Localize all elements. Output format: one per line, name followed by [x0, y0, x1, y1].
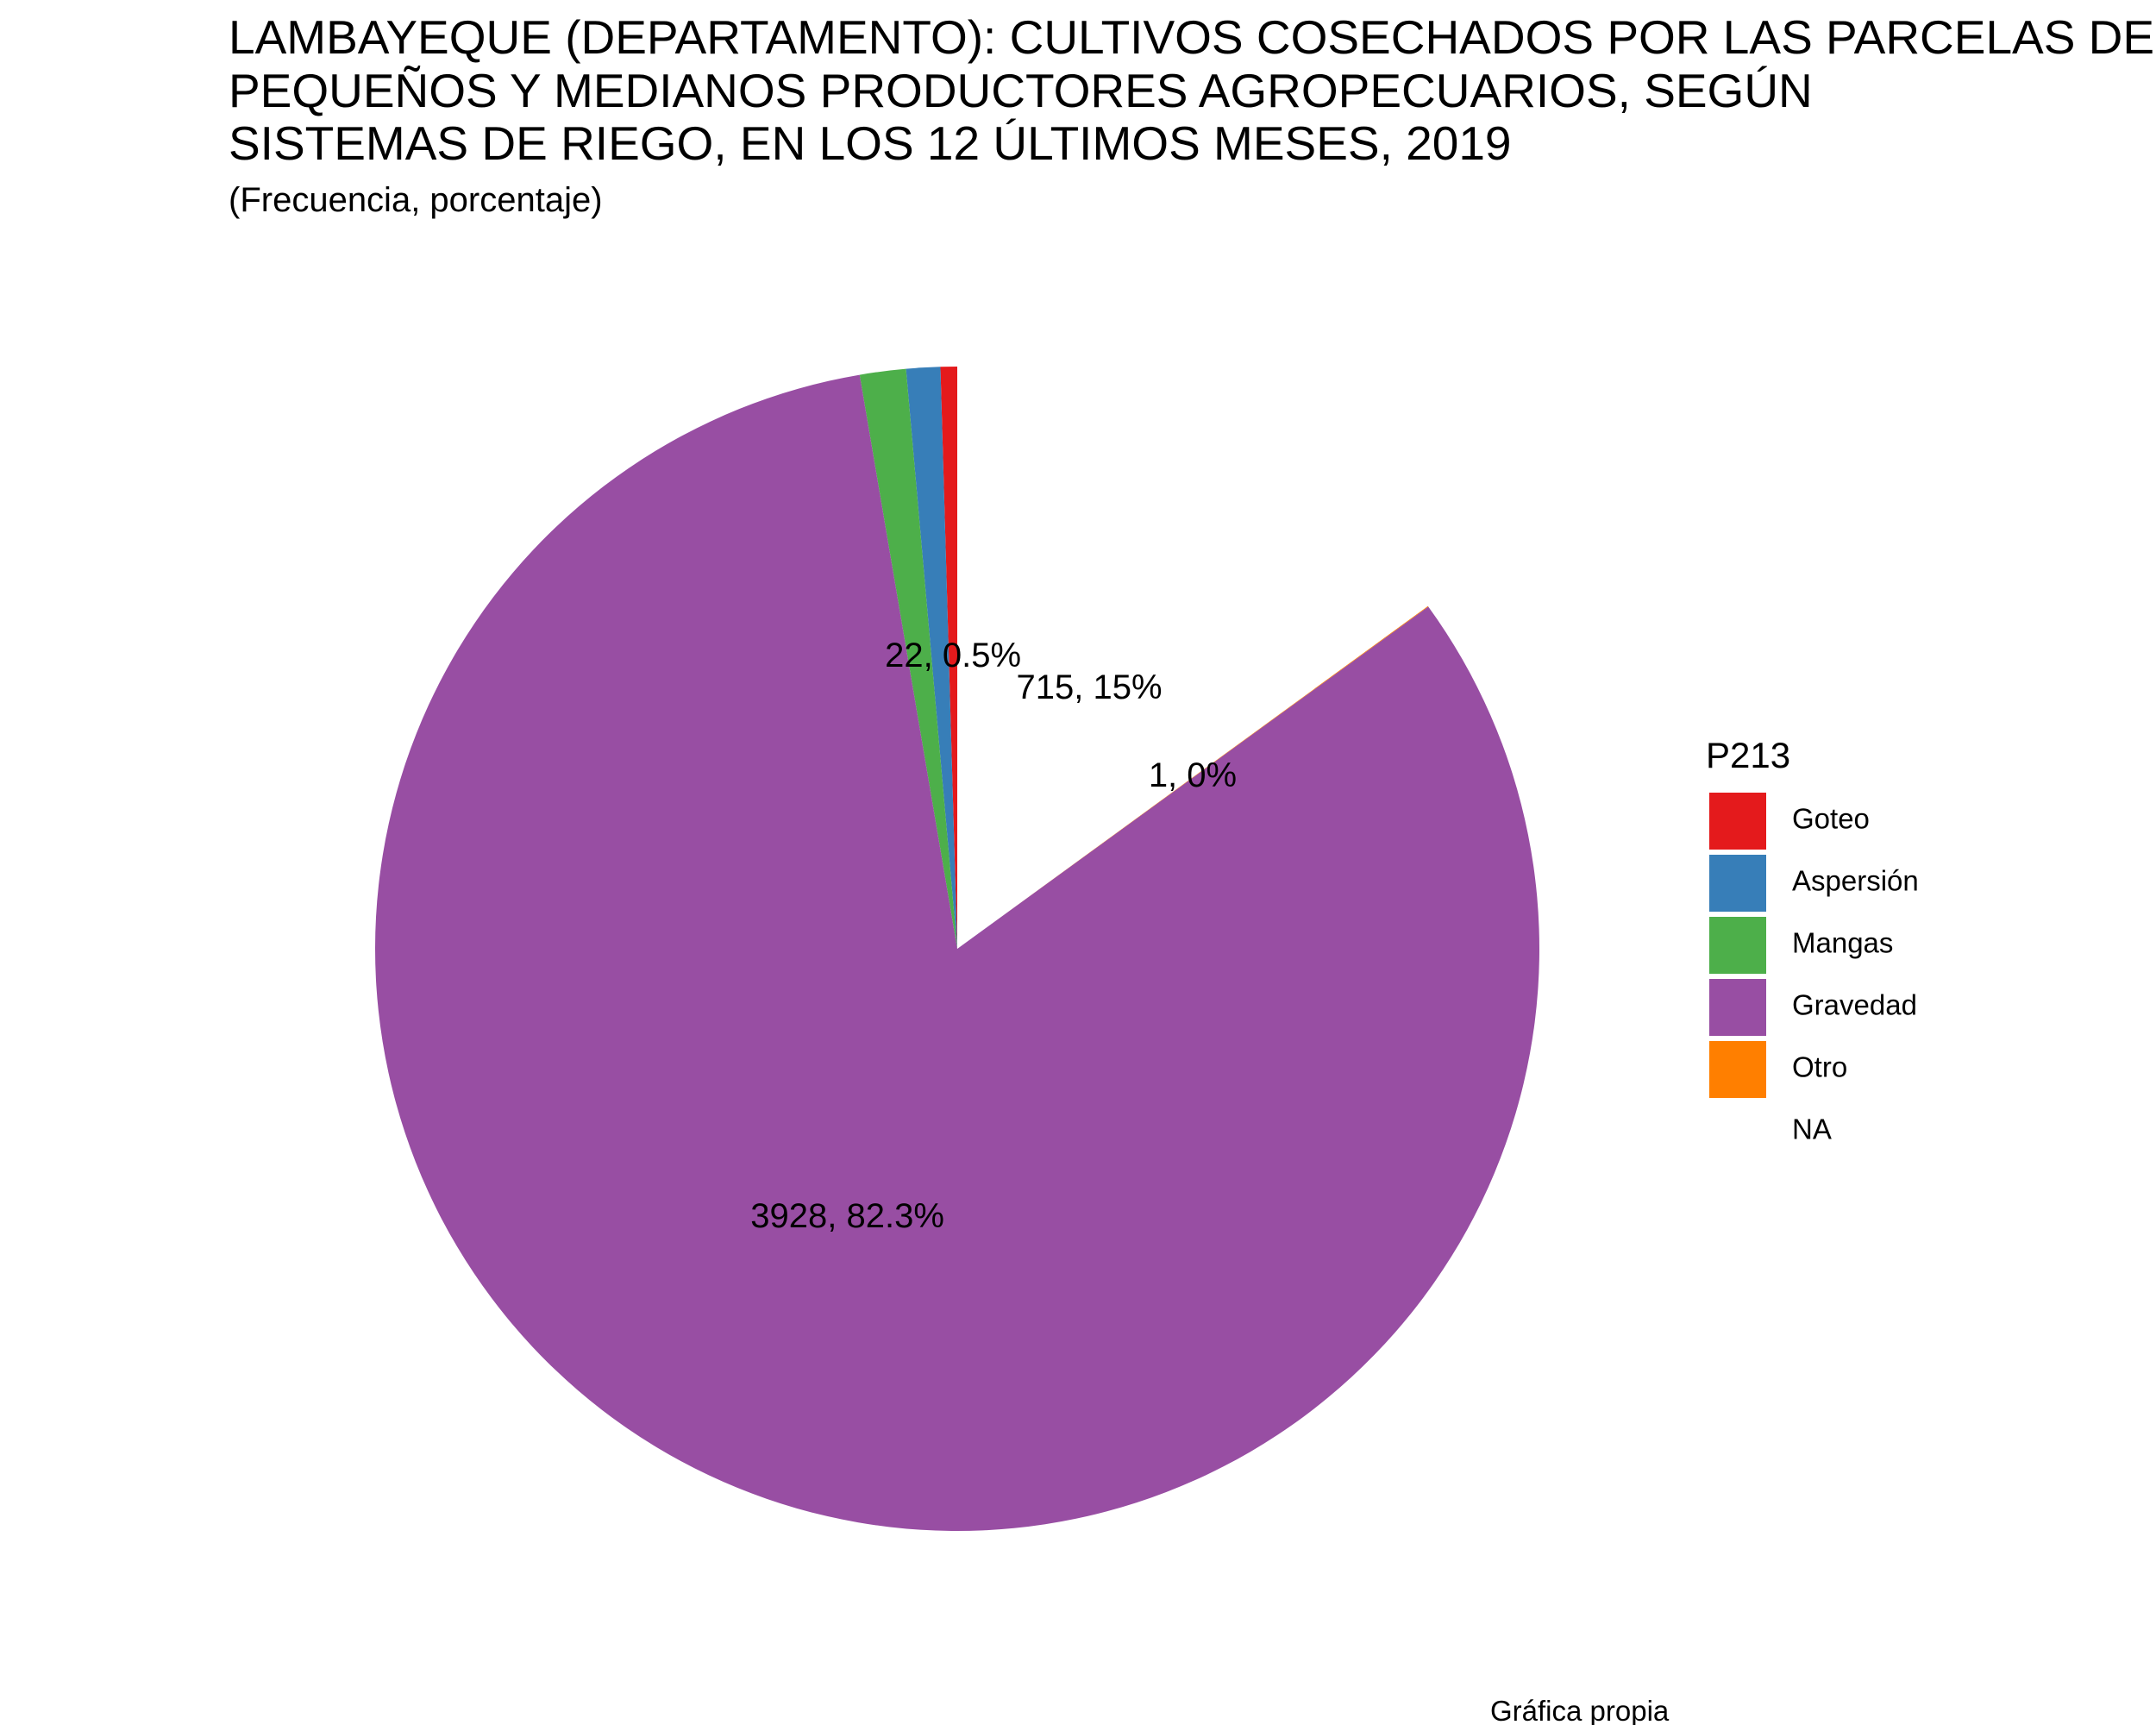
legend-key-goteo [1709, 793, 1766, 850]
slice-label-otro: 1, 0% [1149, 756, 1237, 794]
chart-title-line-1: LAMBAYEQUE (DEPARTAMENTO): CULTIVOS COSE… [229, 10, 2154, 64]
chart-title-line-2: PEQUEÑOS Y MEDIANOS PRODUCTORES AGROPECU… [229, 64, 1813, 117]
legend-key-otro [1709, 1041, 1766, 1098]
legend-label-mangas: Mangas [1792, 927, 1893, 959]
legend-label-na: NA [1792, 1113, 1832, 1145]
pie-slice-goteo [940, 367, 957, 949]
chart-subtitle: (Frecuencia, porcentaje) [229, 181, 603, 219]
chart-caption: Gráfica propia [1490, 1695, 1670, 1725]
slice-labels: 22, 0.5% 3928, 82.3% 1, 0% 715, 15% [750, 637, 1237, 1235]
legend-label-aspersion: Aspersión [1792, 865, 1919, 897]
legend-label-gravedad: Gravedad [1792, 989, 1917, 1021]
chart-title-line-3: SISTEMAS DE RIEGO, EN LOS 12 ÚLTIMOS MES… [229, 116, 1512, 170]
pie-slice-otro [957, 605, 1429, 949]
legend-title: P213 [1706, 735, 1790, 775]
legend-label-otro: Otro [1792, 1051, 1847, 1083]
legend-label-goteo: Goteo [1792, 803, 1870, 835]
legend-key-gravedad [1709, 979, 1766, 1036]
pie-slices [374, 367, 1539, 1531]
legend-key-aspersion [1709, 855, 1766, 912]
slice-label-na: 715, 15% [1017, 668, 1163, 706]
pie-slice-aspersion [906, 367, 957, 949]
legend-key-mangas [1709, 917, 1766, 974]
pie-slice-gravedad [374, 374, 1539, 1531]
slice-label-gravedad: 3928, 82.3% [750, 1197, 944, 1235]
pie-slice-mangas [859, 368, 957, 949]
slice-label-goteo: 22, 0.5% [885, 637, 1021, 674]
legend-key-na [1709, 1103, 1766, 1160]
legend: Goteo Aspersión Mangas Gravedad Otro NA [1709, 793, 1919, 1160]
pie-slice-na [957, 367, 1428, 949]
